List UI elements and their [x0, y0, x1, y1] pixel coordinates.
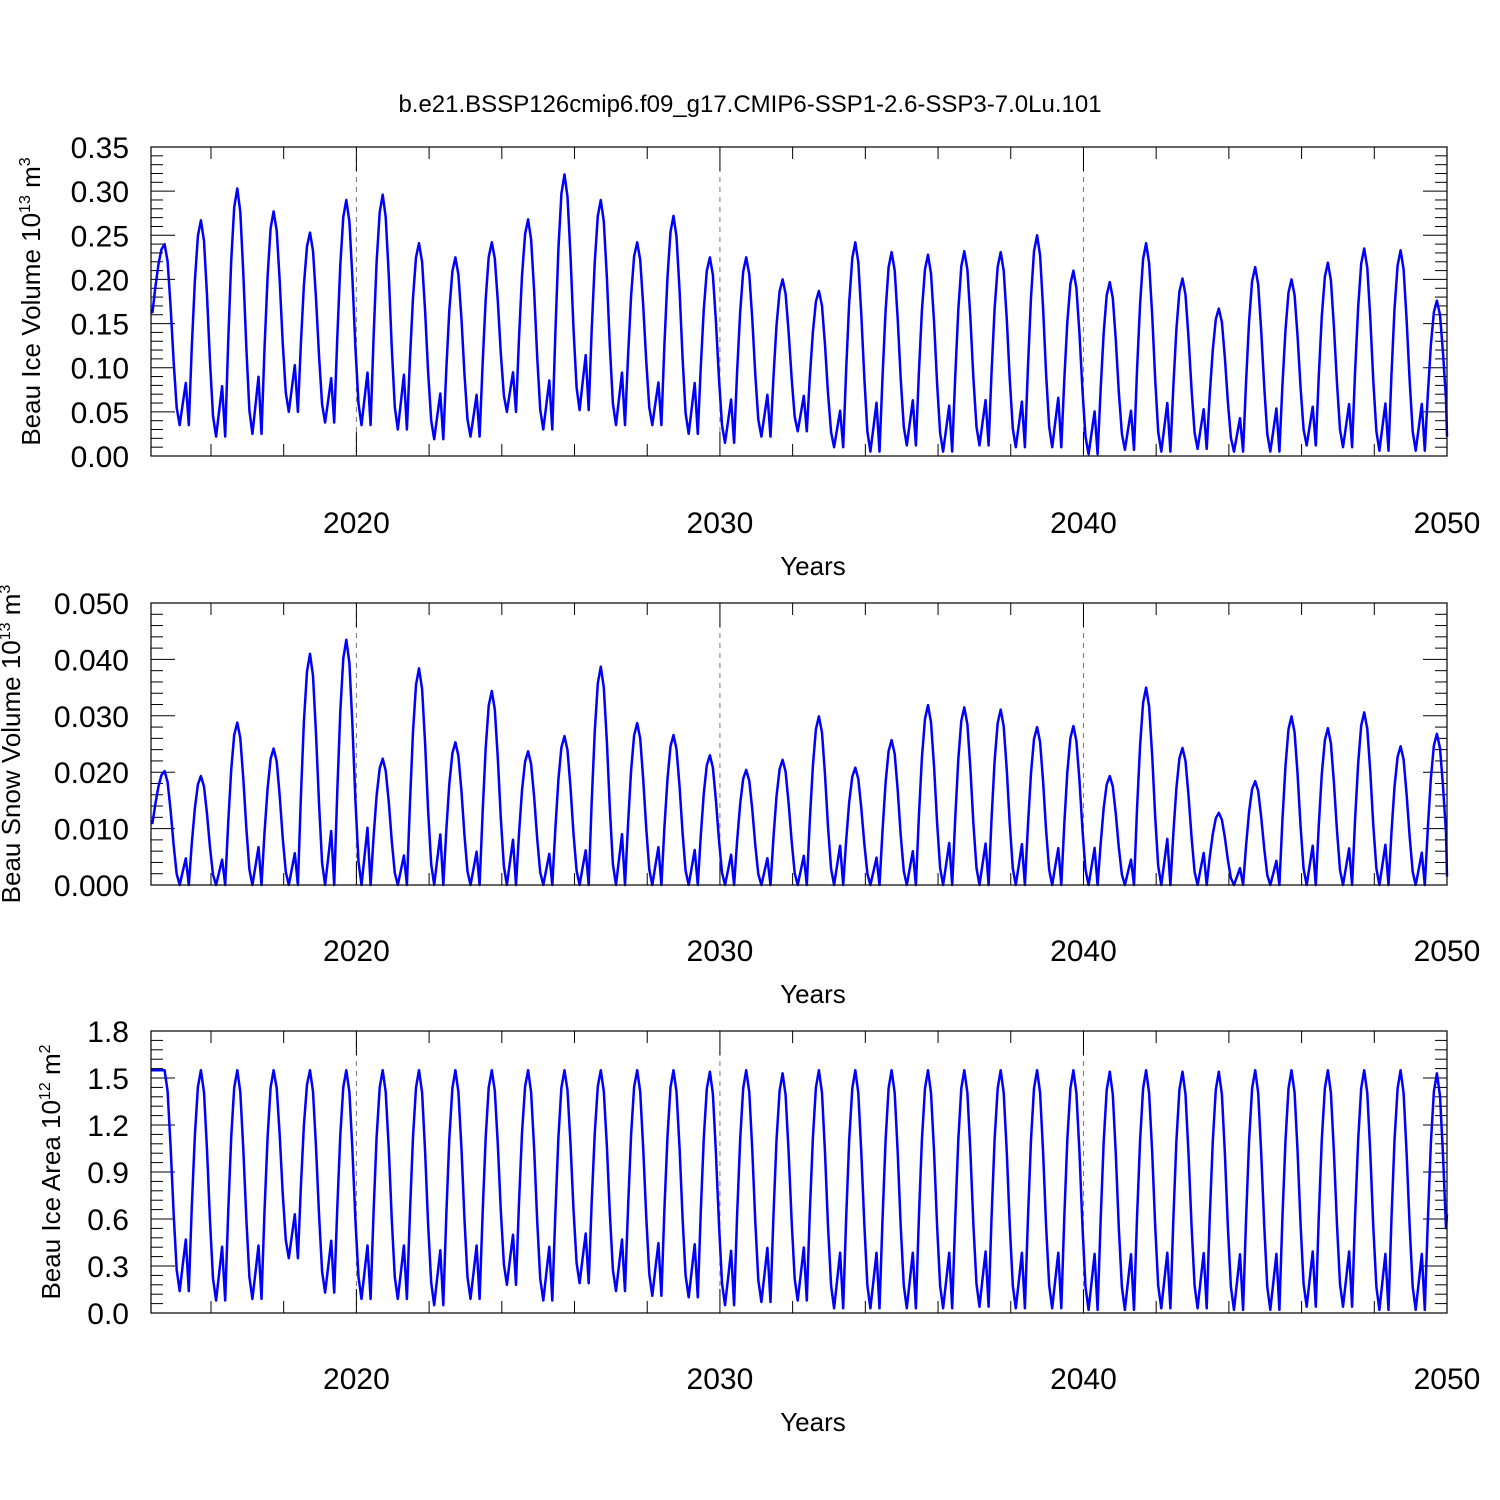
y-tick-label: 0.15: [71, 309, 129, 342]
y-tick-label: 1.8: [87, 1016, 129, 1049]
y-tick-label: 0.000: [54, 870, 129, 903]
y-tick-label: 0.10: [71, 353, 129, 386]
y-tick-label: 0.30: [71, 176, 129, 209]
panel-snow-volume: 0.000 0.010 0.020 0.030 0.040 0.050 2020 2030 20…: [0, 585, 1480, 1009]
y-tick-label: 1.5: [87, 1063, 129, 1096]
y-tick-label: 0.050: [54, 588, 129, 621]
x-tick-label: 2030: [687, 507, 754, 540]
y-label-text: m: [36, 1053, 66, 1082]
y-tick-label: 0.35: [71, 132, 129, 165]
y-tick-label: 0.010: [54, 814, 129, 847]
x-tick-label: 2050: [1414, 507, 1481, 540]
y-tick-label: 0.6: [87, 1204, 129, 1237]
x-axis-label: Years: [780, 551, 846, 581]
y-tick-label: 0.25: [71, 220, 129, 253]
y-label-superscript: 12: [37, 1082, 54, 1100]
plot-frame: [150, 1030, 1448, 1314]
y-tick-label: 0.040: [54, 644, 129, 677]
y-axis-label: Beau Ice Volume 1013 m3: [16, 157, 46, 445]
panel-ice-volume: 0.00 0.05 0.10 0.15 0.20 0.25 0.30 0.35 2020 2030…: [16, 132, 1480, 581]
x-tick-label: 2050: [1414, 1363, 1481, 1396]
x-tick-label: 2020: [323, 1363, 390, 1396]
series-line-beau-snow-volume: [151, 638, 1449, 887]
y-tick-label: 0.030: [54, 701, 129, 734]
y-axis-label: Beau Snow Volume 1013 m3: [0, 585, 26, 904]
y-axis-label: Beau Ice Area 1012 m2: [36, 1044, 66, 1299]
plot-frame: [150, 146, 1448, 457]
x-tick-label: 2020: [323, 507, 390, 540]
y-tick-label: 0.20: [71, 264, 129, 297]
y-tick-label: 0.9: [87, 1157, 129, 1190]
series-line-beau-ice-area: [151, 1068, 1449, 1312]
y-label-text: m: [0, 594, 26, 623]
y-tick-label: 0.020: [54, 757, 129, 790]
x-tick-label: 2040: [1050, 935, 1117, 968]
y-label-text: m: [16, 166, 46, 195]
y-tick-label: 1.2: [87, 1110, 129, 1143]
y-tick-label: 0.0: [87, 1298, 129, 1331]
y-label-superscript: 13: [0, 622, 14, 640]
y-label-superscript: 3: [17, 157, 34, 166]
y-label-superscript: 13: [17, 195, 34, 213]
x-tick-label: 2040: [1050, 1363, 1117, 1396]
x-tick-label: 2030: [687, 1363, 754, 1396]
x-tick-label: 2050: [1414, 935, 1481, 968]
y-label-text: Beau Ice Area 10: [36, 1100, 66, 1299]
y-tick-label: 0.00: [71, 441, 129, 474]
series-line-beau-ice-volume: [151, 173, 1449, 456]
y-tick-label: 0.3: [87, 1251, 129, 1284]
x-axis-label: Years: [780, 979, 846, 1009]
x-tick-label: 2020: [323, 935, 390, 968]
x-axis-label: Years: [780, 1407, 846, 1437]
y-tick-label: 0.05: [71, 397, 129, 430]
plot-frame: [150, 602, 1448, 886]
y-label-superscript: 3: [0, 585, 14, 594]
figure-title: b.e21.BSSP126cmip6.f09_g17.CMIP6-SSP1-2.…: [398, 91, 1101, 118]
y-label-text: Beau Ice Volume 10: [16, 213, 46, 446]
y-label-text: Beau Snow Volume 10: [0, 640, 26, 903]
panel-ice-area: 0.0 0.3 0.6 0.9 1.2 1.5 1.8 2020 2030 2040 2050 Yea…: [36, 1016, 1480, 1437]
y-label-superscript: 2: [37, 1044, 54, 1053]
x-tick-label: 2030: [687, 935, 754, 968]
x-tick-label: 2040: [1050, 507, 1117, 540]
